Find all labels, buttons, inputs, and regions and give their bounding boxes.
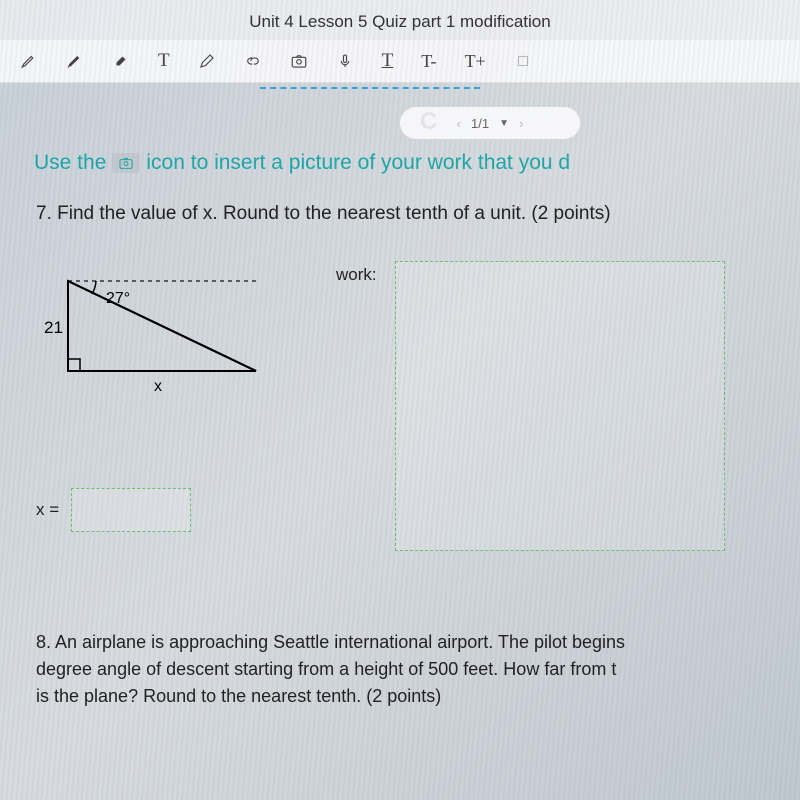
side-bottom-label: x bbox=[154, 378, 162, 395]
triangle-figure: 27° 21 x x = bbox=[36, 261, 276, 421]
instruction-pre: Use the bbox=[34, 151, 106, 175]
pencil-icon[interactable] bbox=[198, 52, 216, 70]
page-title: Unit 4 Lesson 5 Quiz part 1 modification bbox=[0, 0, 800, 40]
q8-line1: 8. An airplane is approaching Seattle in… bbox=[36, 629, 764, 656]
eraser-icon[interactable] bbox=[112, 52, 130, 70]
chevron-left-icon[interactable]: ‹ bbox=[457, 116, 461, 131]
camera-icon[interactable] bbox=[290, 52, 308, 70]
instruction-post: icon to insert a picture of your work th… bbox=[146, 151, 570, 175]
question-8-text: 8. An airplane is approaching Seattle in… bbox=[36, 629, 764, 710]
q8-line3: is the plane? Round to the nearest tenth… bbox=[36, 683, 764, 710]
answer-input-box[interactable] bbox=[71, 488, 191, 532]
answer-label: x = bbox=[36, 500, 59, 520]
link-icon[interactable] bbox=[244, 52, 262, 70]
text-underline-icon[interactable]: T bbox=[382, 50, 394, 72]
text-plus-icon[interactable]: T+ bbox=[465, 51, 486, 72]
toolbar-accent-line bbox=[260, 85, 480, 89]
highlighter2-icon[interactable] bbox=[66, 52, 84, 70]
chevron-right-icon[interactable]: › bbox=[519, 116, 523, 131]
work-input-box[interactable] bbox=[395, 261, 725, 551]
camera-inline-icon bbox=[112, 153, 140, 173]
toolbar: T T T- T+ bbox=[0, 40, 800, 83]
box-icon[interactable] bbox=[514, 52, 532, 70]
mic-icon[interactable] bbox=[336, 52, 354, 70]
chevron-down-icon[interactable]: ▼ bbox=[499, 118, 509, 129]
q8-line2: degree angle of descent starting from a … bbox=[36, 656, 764, 683]
work-label: work: bbox=[336, 265, 377, 551]
highlighter-icon[interactable] bbox=[20, 52, 38, 70]
angle-label: 27° bbox=[106, 290, 130, 307]
text-icon[interactable]: T bbox=[158, 50, 170, 72]
question-7-text: 7. Find the value of x. Round to the nea… bbox=[36, 203, 764, 225]
page-navigator[interactable]: ‹ 1/1 ▼ › bbox=[400, 107, 580, 139]
page-indicator: 1/1 bbox=[471, 116, 489, 131]
instruction-text: Use the icon to insert a picture of your… bbox=[0, 145, 800, 203]
side-left-label: 21 bbox=[44, 318, 63, 337]
text-minus-icon[interactable]: T- bbox=[421, 51, 436, 72]
